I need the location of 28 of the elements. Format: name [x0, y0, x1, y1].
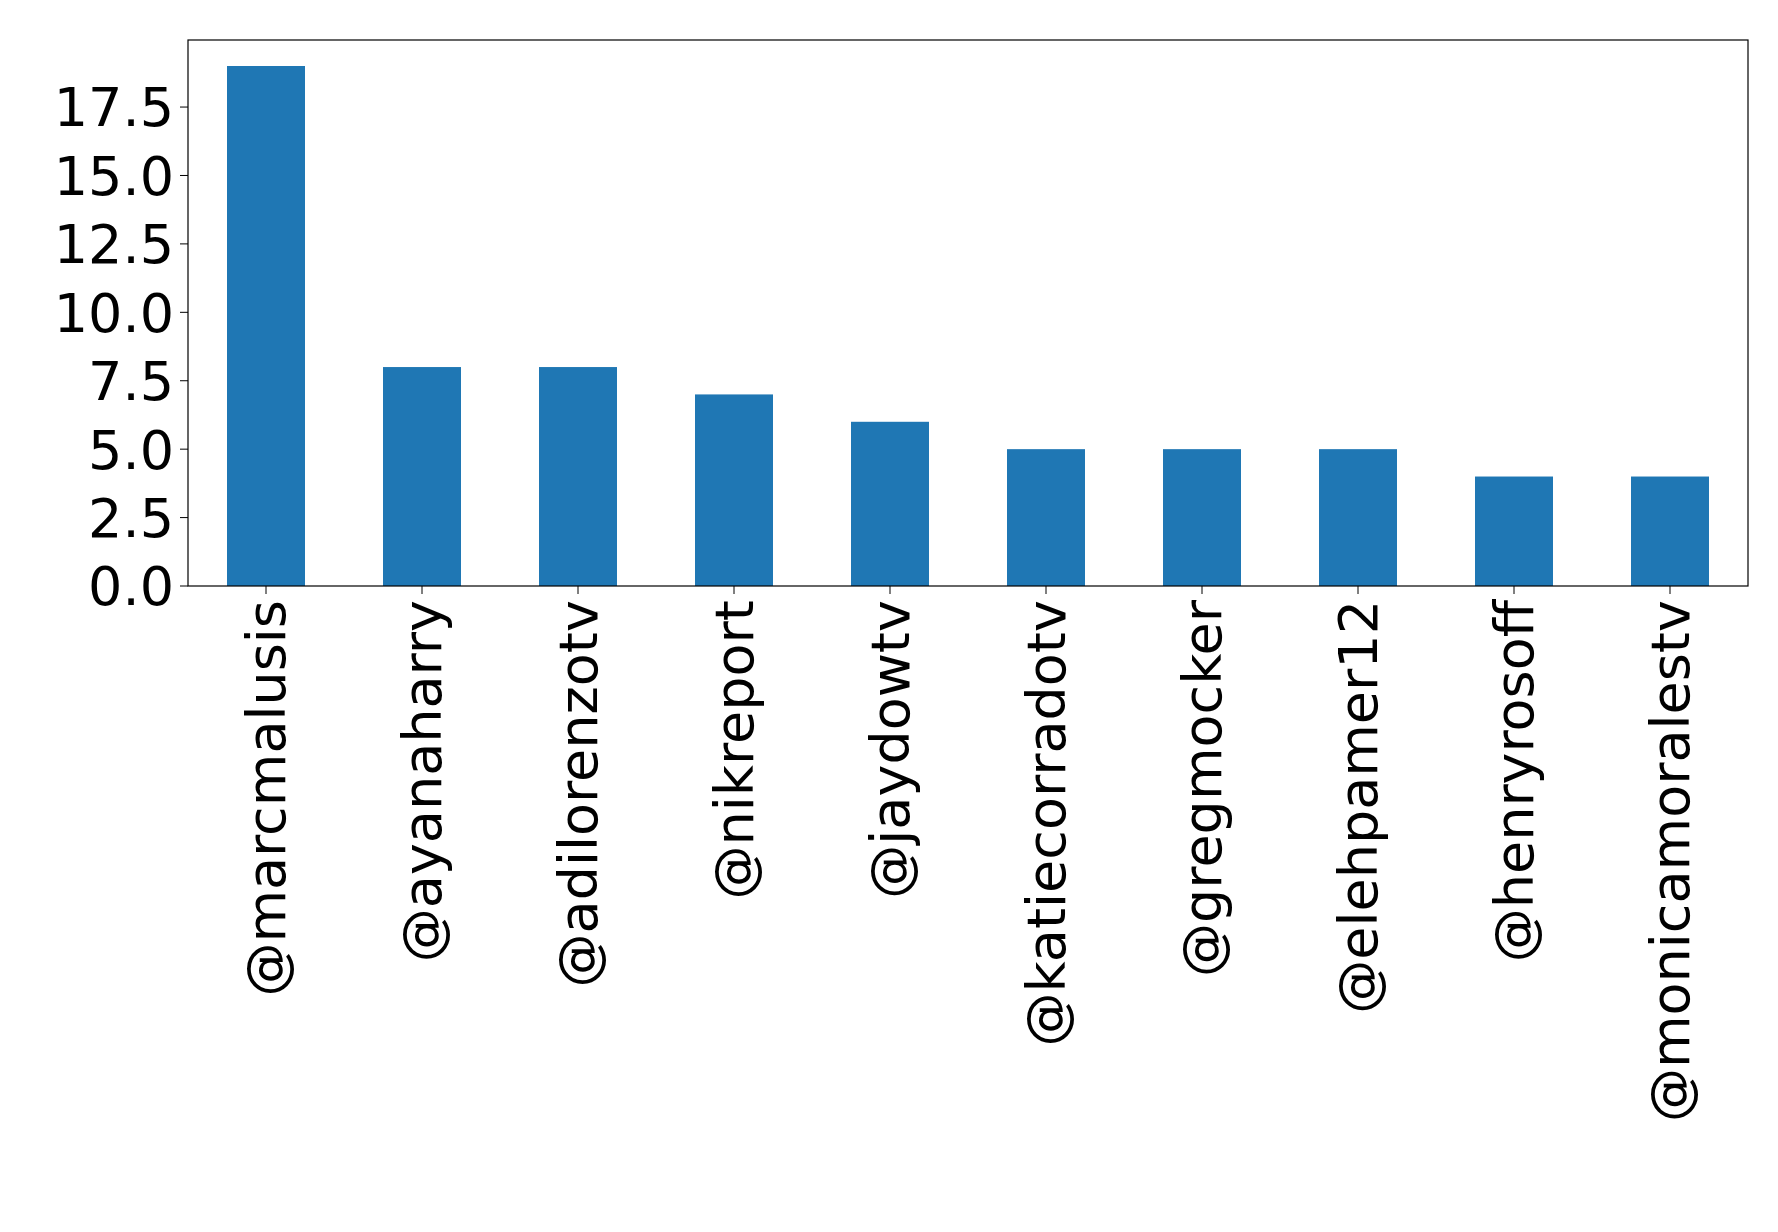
- bar: [695, 394, 773, 586]
- y-tick-label: 5.0: [88, 418, 174, 482]
- x-tick-label: @nikreport: [703, 600, 767, 900]
- bar: [851, 421, 929, 586]
- x-tick-label: @katiecorradotv: [1015, 600, 1079, 1047]
- bar: [1007, 449, 1085, 586]
- y-tick-label: 2.5: [88, 487, 174, 551]
- y-tick-label: 10.0: [53, 281, 174, 345]
- x-tick-label: @jaydowtv: [859, 600, 923, 899]
- y-tick-label: 0.0: [88, 555, 174, 619]
- bar: [539, 367, 617, 586]
- bar: [1163, 449, 1241, 586]
- x-tick-label: @gregmocker: [1171, 599, 1235, 977]
- y-tick-label: 7.5: [88, 350, 174, 414]
- bar: [227, 66, 305, 586]
- x-tick-label: @monicamoralestv: [1639, 600, 1703, 1123]
- bar: [1475, 476, 1553, 586]
- y-tick-label: 17.5: [53, 76, 174, 140]
- x-tick-label: @marcmalusis: [235, 600, 299, 997]
- x-tick-label: @henryrosoff: [1483, 598, 1547, 963]
- bar: [383, 367, 461, 586]
- bar: [1631, 476, 1709, 586]
- x-tick-label: @elehpamer12: [1327, 600, 1391, 1014]
- bar: [1319, 449, 1397, 586]
- y-tick-label: 15.0: [53, 144, 174, 208]
- x-tick-label: @adilorenzotv: [547, 600, 611, 988]
- x-tick-label: @ayanaharry: [391, 600, 455, 963]
- y-tick-label: 12.5: [53, 213, 174, 277]
